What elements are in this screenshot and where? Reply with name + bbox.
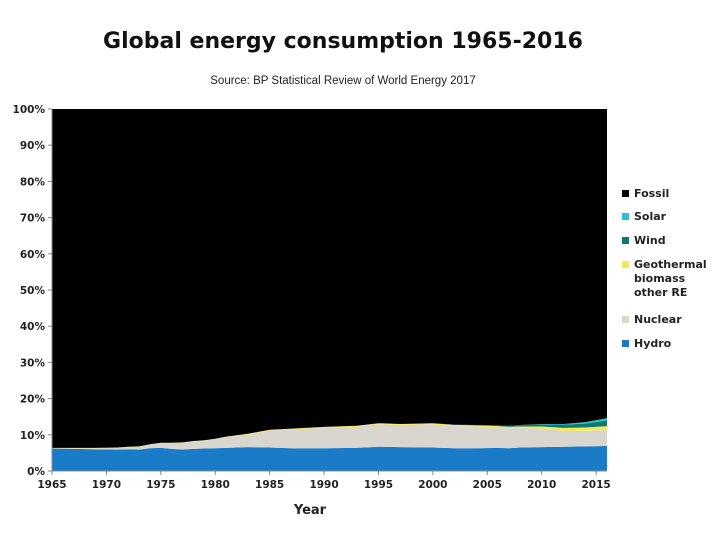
x-tick-label: 2005	[473, 479, 502, 491]
x-tick-label: 1995	[364, 479, 393, 491]
y-tick-label: 30%	[20, 357, 46, 369]
x-tick-label: 1985	[255, 479, 284, 491]
y-tick-label: 0%	[27, 466, 45, 478]
chart-subtitle: Source: BP Statistical Review of World E…	[210, 75, 475, 87]
area-nuclear	[52, 424, 607, 450]
y-tick-label: 40%	[20, 321, 46, 333]
x-tick-label: 2015	[582, 479, 611, 491]
x-axis-label: Year	[293, 503, 327, 518]
y-tick-label: 100%	[13, 104, 46, 116]
x-tick-label: 2010	[527, 479, 556, 491]
area-series-group	[52, 109, 607, 471]
x-tick-label: 2000	[418, 479, 447, 491]
legend-swatch-nuclear	[622, 316, 629, 323]
y-tick-label: 20%	[20, 394, 46, 406]
x-tick-label: 1970	[92, 479, 121, 491]
legend-label-solar: Solar	[634, 210, 667, 223]
y-axis-ticks: 0% 10% 20% 30% 40% 50% 60% 70% 80% 90% 100%	[13, 104, 52, 478]
y-tick-label: 50%	[20, 285, 46, 297]
legend-swatch-wind	[622, 237, 629, 244]
x-tick-label: 1990	[309, 479, 338, 491]
legend-swatch-solar	[622, 213, 629, 220]
legend-label-geothermal-biomass-other-re: other RE	[634, 286, 687, 299]
legend-swatch-hydro	[622, 340, 629, 347]
legend-label-geothermal-biomass-other-re: biomass	[634, 272, 686, 285]
y-tick-label: 60%	[20, 249, 46, 261]
legend-label-wind: Wind	[634, 234, 666, 247]
legend-label-geothermal-biomass-other-re: Geothermal	[634, 258, 707, 271]
x-tick-label: 1965	[37, 479, 66, 491]
y-tick-label: 10%	[20, 430, 46, 442]
y-tick-label: 80%	[20, 176, 46, 188]
x-axis-ticks: 1965 1970 1975 1980 1985 1990 1995 2000 2005 2010…	[37, 471, 611, 491]
legend-label-hydro: Hydro	[634, 337, 672, 350]
y-tick-label: 70%	[20, 213, 46, 225]
y-tick-label: 90%	[20, 140, 46, 152]
chart-title: Global energy consumption 1965-2016	[103, 29, 583, 54]
legend-label-nuclear: Nuclear	[634, 313, 682, 326]
area-hydro	[52, 446, 607, 471]
area-fossil	[52, 109, 607, 448]
x-tick-label: 1980	[201, 479, 230, 491]
legend-label-fossil: Fossil	[634, 187, 669, 200]
legend-swatch-geothermal-biomass-other-re	[622, 261, 629, 268]
legend-swatch-fossil	[622, 190, 629, 197]
x-tick-label: 1975	[146, 479, 175, 491]
